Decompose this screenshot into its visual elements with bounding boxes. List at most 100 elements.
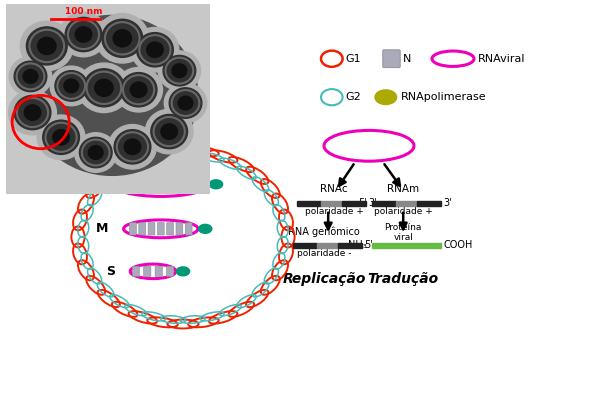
Circle shape — [114, 130, 151, 164]
Circle shape — [146, 42, 163, 58]
Text: RNA genômico: RNA genômico — [288, 226, 360, 237]
Text: 3': 3' — [443, 198, 452, 208]
Bar — [372, 243, 441, 248]
Text: RNAm: RNAm — [387, 184, 419, 194]
Circle shape — [53, 130, 70, 145]
Circle shape — [178, 96, 193, 110]
Circle shape — [161, 124, 178, 139]
Text: 3': 3' — [368, 198, 377, 208]
Circle shape — [64, 79, 79, 93]
Circle shape — [83, 69, 124, 107]
Text: 5': 5' — [364, 241, 373, 250]
Circle shape — [130, 82, 147, 98]
Circle shape — [115, 68, 163, 112]
Circle shape — [151, 115, 188, 149]
FancyBboxPatch shape — [144, 266, 151, 277]
Bar — [293, 243, 317, 248]
FancyBboxPatch shape — [133, 266, 139, 277]
FancyBboxPatch shape — [148, 223, 155, 235]
Circle shape — [26, 15, 198, 175]
FancyBboxPatch shape — [167, 223, 173, 235]
Bar — [321, 201, 342, 206]
FancyBboxPatch shape — [139, 223, 146, 235]
Text: polaridade +: polaridade + — [374, 207, 433, 215]
Bar — [297, 201, 321, 206]
Circle shape — [169, 88, 202, 118]
Bar — [396, 201, 417, 206]
Circle shape — [38, 37, 56, 55]
Text: polaridade -: polaridade - — [297, 249, 351, 258]
Circle shape — [137, 33, 173, 67]
Text: polaridade +: polaridade + — [305, 207, 364, 215]
Circle shape — [8, 90, 56, 135]
FancyBboxPatch shape — [121, 176, 128, 192]
Circle shape — [95, 79, 113, 96]
Circle shape — [65, 17, 102, 52]
Circle shape — [20, 21, 73, 71]
Bar — [317, 243, 338, 248]
Circle shape — [199, 224, 212, 233]
FancyBboxPatch shape — [185, 223, 192, 235]
Circle shape — [75, 27, 92, 42]
Text: L: L — [90, 178, 98, 191]
FancyBboxPatch shape — [157, 223, 164, 235]
Circle shape — [109, 125, 157, 169]
Circle shape — [9, 57, 52, 96]
Circle shape — [163, 55, 196, 86]
Circle shape — [26, 27, 67, 65]
Bar — [342, 201, 366, 206]
Circle shape — [23, 70, 38, 83]
Circle shape — [158, 51, 200, 90]
Text: RNApolimerase: RNApolimerase — [401, 92, 487, 102]
FancyBboxPatch shape — [383, 50, 400, 68]
FancyBboxPatch shape — [193, 176, 200, 192]
Text: S: S — [106, 265, 115, 278]
Circle shape — [102, 19, 143, 58]
Circle shape — [145, 109, 193, 154]
Circle shape — [59, 12, 107, 57]
Circle shape — [37, 115, 85, 160]
Circle shape — [113, 30, 131, 47]
Circle shape — [14, 96, 51, 130]
Circle shape — [14, 61, 47, 92]
Text: Tradução: Tradução — [368, 271, 439, 286]
FancyBboxPatch shape — [148, 176, 155, 192]
FancyBboxPatch shape — [139, 176, 146, 192]
Text: N: N — [403, 54, 412, 64]
Circle shape — [96, 13, 149, 63]
Circle shape — [79, 137, 112, 168]
Text: COOH: COOH — [443, 241, 473, 250]
Circle shape — [131, 28, 179, 72]
Circle shape — [124, 139, 141, 155]
Text: Proteína
viral: Proteína viral — [385, 224, 422, 242]
Circle shape — [164, 83, 207, 123]
Text: M: M — [96, 222, 109, 235]
FancyBboxPatch shape — [176, 223, 183, 235]
Text: RNAc: RNAc — [320, 184, 348, 194]
FancyBboxPatch shape — [175, 176, 182, 192]
Circle shape — [24, 105, 41, 120]
Bar — [338, 243, 362, 248]
Text: G1: G1 — [345, 54, 361, 64]
FancyBboxPatch shape — [184, 176, 191, 192]
Bar — [372, 201, 396, 206]
FancyBboxPatch shape — [167, 266, 173, 277]
Circle shape — [209, 180, 223, 189]
Circle shape — [120, 72, 157, 107]
Circle shape — [176, 267, 190, 276]
Circle shape — [43, 120, 79, 154]
FancyBboxPatch shape — [130, 223, 136, 235]
Circle shape — [375, 90, 397, 104]
Circle shape — [74, 133, 117, 172]
Text: 5': 5' — [358, 198, 367, 208]
Circle shape — [172, 64, 187, 77]
FancyBboxPatch shape — [157, 176, 164, 192]
Circle shape — [55, 71, 88, 101]
FancyBboxPatch shape — [130, 176, 137, 192]
Text: NH₃: NH₃ — [349, 241, 367, 250]
Bar — [417, 201, 441, 206]
Text: RNAviral: RNAviral — [478, 54, 526, 64]
FancyBboxPatch shape — [166, 176, 173, 192]
Text: Replicação: Replicação — [283, 271, 365, 286]
FancyBboxPatch shape — [155, 266, 162, 277]
